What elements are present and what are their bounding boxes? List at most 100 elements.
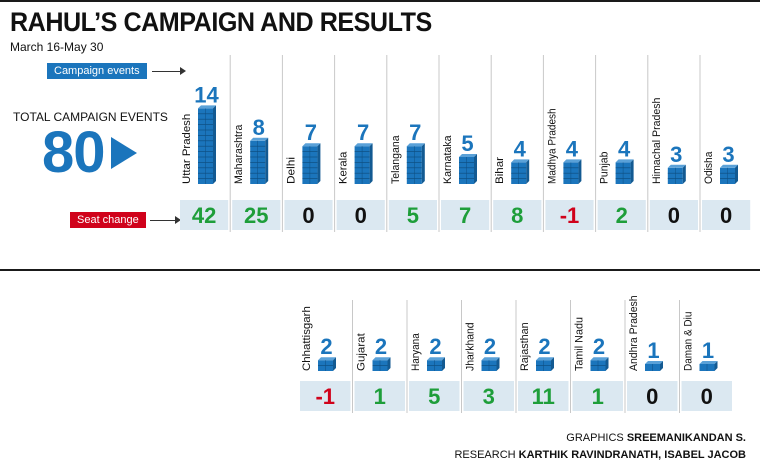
bar-madhya-pradesh	[563, 159, 582, 184]
events-value-label: 3	[670, 142, 682, 167]
state-name-label: Kerala	[338, 151, 350, 184]
column-gujarat: 2 Gujarat 1	[352, 300, 405, 413]
bar-side-face	[496, 357, 500, 371]
bar-side-face	[369, 143, 373, 184]
bar-side-face	[333, 357, 336, 371]
top-border	[0, 0, 760, 2]
events-value-label: 8	[253, 115, 265, 140]
column-delhi: 7 Delhi 0	[281, 55, 333, 232]
bar-top-face	[563, 159, 582, 163]
bar-top-face	[667, 164, 686, 168]
bar-side-face	[474, 154, 477, 184]
seat-change-cell	[518, 381, 569, 411]
page-title: RAHUL’S CAMPAIGN AND RESULTS	[10, 7, 432, 37]
bar-side-face	[442, 357, 445, 371]
bar-side-face	[387, 357, 391, 371]
events-value-label: 4	[514, 136, 527, 161]
bar-top-face	[720, 164, 738, 168]
seat-change-cell	[441, 200, 490, 230]
column-daman-and-diu: 1 Daman & Diu 0	[679, 300, 732, 413]
bar-top-face	[198, 105, 216, 109]
bar-top-face	[406, 143, 425, 147]
seat-change-cell	[336, 200, 385, 230]
events-value-label: 5	[461, 131, 473, 156]
bar-top-face	[302, 143, 321, 147]
research-credit-names: KARTHIK RAVINDRANATH, ISABEL JACOB	[518, 449, 746, 461]
seat-change-cell	[597, 200, 646, 230]
bar-daman-and-diu	[699, 361, 718, 371]
state-name-label: Punjab	[599, 152, 611, 184]
seat-change-cell	[545, 200, 594, 230]
seat-change-cell	[493, 200, 542, 230]
state-name-label: Andhra Pradesh	[628, 295, 640, 371]
events-value-label: 4	[618, 136, 631, 161]
events-value-label: 4	[566, 136, 579, 161]
bar-telangana	[406, 143, 425, 184]
seat-change-cell	[409, 381, 460, 411]
bar-side-face	[551, 357, 554, 371]
events-value-label: 2	[484, 334, 496, 359]
arrow-right-icon	[180, 67, 186, 75]
seat-change-cell	[627, 381, 678, 411]
state-name-label: Himachal Pradesh	[651, 98, 663, 184]
bar-top-face	[481, 357, 500, 361]
column-kerala: 7 Kerala 0	[334, 55, 385, 232]
events-value-label: 2	[320, 334, 332, 359]
bar-andhra-pradesh	[645, 361, 663, 371]
seat-change-value: 0	[701, 384, 713, 409]
seat-change-value: 0	[646, 384, 658, 409]
seat-change-value: 0	[302, 203, 314, 228]
seat-change-cell	[300, 381, 351, 411]
date-range-subtitle: March 16-May 30	[10, 40, 104, 54]
bar-haryana	[427, 357, 445, 371]
column-maharashtra: 8 Maharashtra 25	[229, 55, 281, 232]
column-haryana: 2 Haryana 5	[406, 300, 460, 413]
column-jharkhand: 2 Jharkhand 3	[461, 300, 514, 413]
events-value-label: 1	[702, 338, 714, 363]
bar-top-face	[615, 159, 634, 163]
bar-kerala	[354, 143, 373, 184]
events-value-label: 2	[538, 334, 550, 359]
seat-change-value: 2	[616, 203, 628, 228]
bar-side-face	[630, 159, 634, 184]
bar-top-face	[645, 361, 663, 364]
bar-top-face	[511, 159, 530, 163]
events-value-label: 7	[357, 120, 369, 145]
state-name-label: Karnataka	[442, 135, 454, 184]
bar-odisha	[720, 164, 738, 184]
bar-top-face	[536, 357, 554, 361]
seat-change-value: 5	[428, 384, 440, 409]
bar-jharkhand	[481, 357, 500, 371]
seat-change-value: 0	[668, 203, 680, 228]
play-arrow-icon	[111, 137, 137, 169]
state-name-label: Jharkhand	[465, 322, 477, 371]
bar-top-face	[354, 143, 373, 147]
seat-change-cell	[354, 381, 405, 411]
column-madhya-pradesh: 4 Madhya Pradesh -1	[542, 55, 594, 232]
bar-side-face	[735, 164, 738, 184]
campaign-events-tag: Campaign events	[47, 63, 147, 79]
events-value-label: 7	[409, 120, 421, 145]
state-name-label: Daman & Diu	[683, 312, 695, 371]
seat-change-cell	[702, 200, 751, 230]
bar-side-face	[421, 143, 425, 184]
seat-change-cell	[681, 381, 732, 411]
state-name-label: Chhattisgarh	[301, 306, 313, 371]
state-name-label: Bihar	[494, 157, 506, 184]
bar-top-face	[372, 357, 391, 361]
column-karnataka: 5 Karnataka 7	[438, 55, 490, 232]
bar-top-face	[590, 357, 609, 361]
column-odisha: 3 Odisha 0	[699, 55, 751, 232]
bar-top-face	[250, 137, 269, 141]
bar-top-face	[427, 357, 445, 361]
bar-side-face	[265, 137, 269, 184]
column-telangana: 7 Telangana 5	[386, 55, 437, 232]
total-events-label: TOTAL CAMPAIGN EVENTS	[13, 110, 168, 124]
bar-side-face	[578, 159, 582, 184]
seat-change-value: 7	[459, 203, 471, 228]
state-name-label: Gujarat	[356, 333, 368, 371]
arrow-right-icon	[175, 216, 181, 224]
bar-chhattisgarh	[318, 357, 336, 371]
events-value-label: 1	[647, 338, 659, 363]
